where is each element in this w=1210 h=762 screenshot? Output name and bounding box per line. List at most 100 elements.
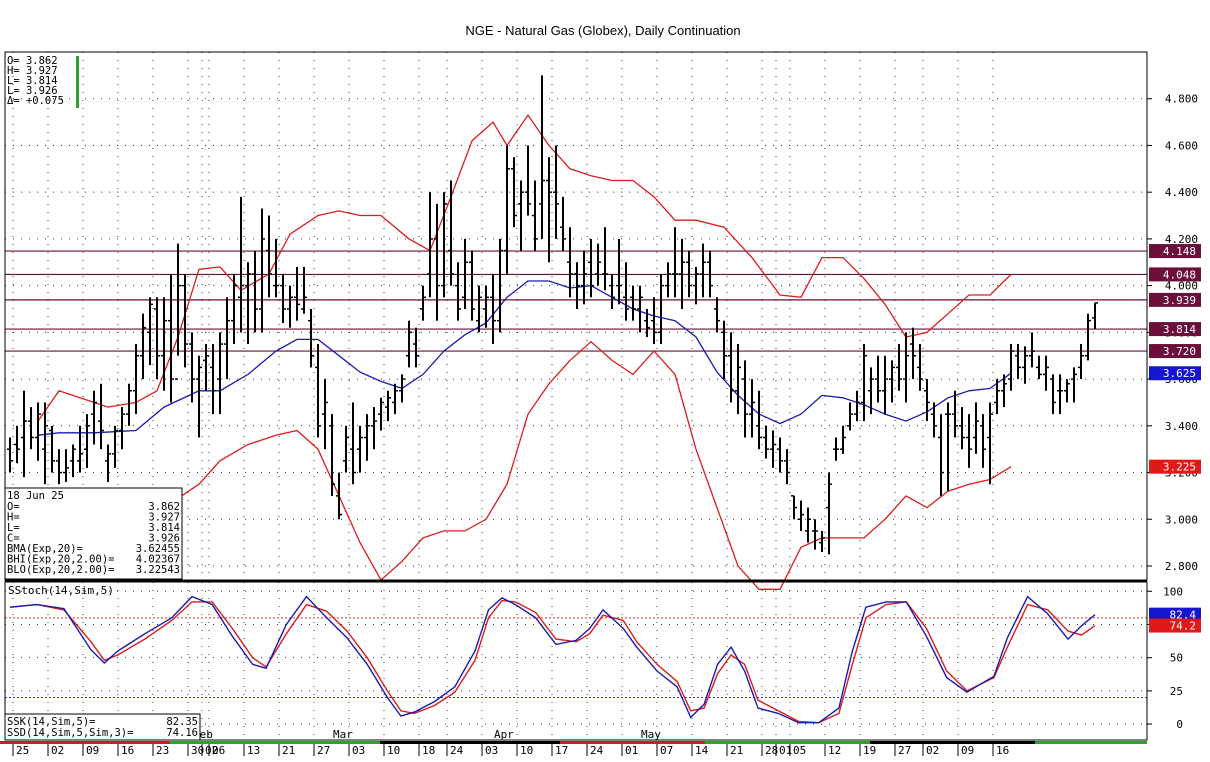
date-strip-3 [560,741,705,744]
price-tag-box [1149,459,1201,474]
ohlc-bar-117 [826,472,832,555]
ohlc-bar-115 [812,519,818,550]
readout-value-3: 3.926 [148,533,180,545]
ohlc-bar-45 [322,379,328,450]
ohlc-bar-114 [805,507,811,543]
ohlc-bar-131 [924,379,930,422]
ohlc-bar-134 [945,402,951,492]
osc-readout-bg [4,713,201,741]
ohlc-bar-127 [896,344,902,391]
month-label-4: May [641,728,661,741]
osc-readout-value-1: 74.16 [166,727,198,739]
ohlc-bar-97 [686,250,692,298]
date-label-28: 27 [898,744,911,757]
date-label-0: 25 [16,744,29,757]
ohlc-bar-51 [364,414,370,461]
price-tag-box [1149,267,1201,282]
readout-box-bg [4,487,183,580]
ohlc-bar-42 [301,266,307,314]
month-label-2: Mar [333,728,353,741]
osc-panel-border [4,581,1148,741]
ohlc-bar-69 [490,273,496,345]
date-label-21: 14 [695,744,709,757]
price-tick-label-7: 4.200 [1165,233,1198,246]
ohlc-bar-63 [448,180,454,286]
date-label-15: 03 [485,744,498,757]
ohlc-bar-77 [546,157,552,263]
ohlc-bar-141 [994,379,1000,415]
ohlc-bar-26 [189,332,195,403]
ohlc-bar-35 [252,250,258,333]
readout-key-5: BHI(Exp,20,2.00)= [7,554,114,566]
osc-line-0 [9,599,1096,724]
ohlc-bar-124 [875,355,881,403]
ohlc-bar-33 [238,196,244,333]
ohlc-bar-40 [287,285,293,328]
date-strip-5 [870,741,1035,744]
price-tick-label-3: 3.400 [1165,420,1198,433]
ohlc-bar-36 [259,208,265,333]
price-tag-box [1149,244,1201,259]
ohlc-bar-79 [560,196,566,251]
price-tag-box [1149,322,1201,337]
date-label-19: 01 [625,744,638,757]
price-tag-label: 4.048 [1163,268,1196,281]
ohlc-bar-28 [203,344,209,391]
bollinger-bands [37,113,1012,590]
ohlc-bar-1 [14,425,20,464]
ohlc-bar-11 [84,414,90,468]
date-label-7: 06 [212,744,225,757]
ohlc-bar-113 [798,500,804,531]
ohlc-bars [7,75,1098,555]
ohlc-bar-65 [462,238,468,309]
ohlc-bar-75 [532,180,538,251]
readout-date: 18 Jun 25 [7,490,64,502]
readout-key-2: L= [7,522,20,534]
date-label-2: 09 [86,744,99,757]
ohlc-bar-89 [630,285,636,321]
date-label-10: 27 [317,744,330,757]
ohlc-bar-38 [273,238,279,298]
ohlc-bar-102 [721,320,727,380]
ohlc-bar-119 [840,425,846,454]
date-label-22: 21 [730,744,743,757]
ohlc-bar-147 [1036,355,1042,380]
ohlc-bar-103 [728,332,734,403]
date-strip-6 [1035,741,1147,744]
date-strip-4 [705,741,870,744]
ohlc-bar-139 [980,414,986,468]
price-tag-box [1149,366,1201,381]
month-label-3: Apr [494,728,514,741]
ohlc-bar-73 [518,180,524,251]
ohlc-bar-68 [483,285,489,328]
ohlc-bar-99 [700,243,706,298]
top-readout-marker [76,56,79,108]
readout-key-6: BLO(Exp,20,2.00)= [7,564,114,576]
ohlc-bar-3 [28,407,34,450]
readout-key-0: O= [7,501,20,513]
ohlc-bar-150 [1057,374,1063,415]
ohlc-bar-67 [476,285,482,333]
ohlc-bar-78 [553,145,559,239]
readout-value-6: 3.22543 [136,564,180,576]
series-line-0 [37,280,1012,436]
ohlc-bar-84 [595,243,601,286]
ohlc-bar-122 [861,344,867,422]
series-line-2 [37,340,1012,590]
date-label-5: 30 [191,744,204,757]
ohlc-bar-98 [693,266,699,305]
osc-readout-key-1: SSD(14,Sim,5,Sim,3)= [7,727,133,739]
ohlc-bar-15 [112,425,118,468]
ohlc-bar-118 [833,437,839,461]
date-label-9: 21 [282,744,295,757]
readout-value-4: 3.62455 [136,543,180,555]
price-tag-2: 3.939 [1149,292,1201,307]
ohlc-bar-4 [35,402,41,461]
date-strip-1 [170,741,380,744]
ohlc-bar-153 [1078,344,1084,380]
ohlc-bar-100 [707,250,713,298]
ohlc-bar-143 [1008,344,1014,391]
date-label-8: 13 [247,744,260,757]
osc-tag-1: 74.2 [1149,618,1201,633]
